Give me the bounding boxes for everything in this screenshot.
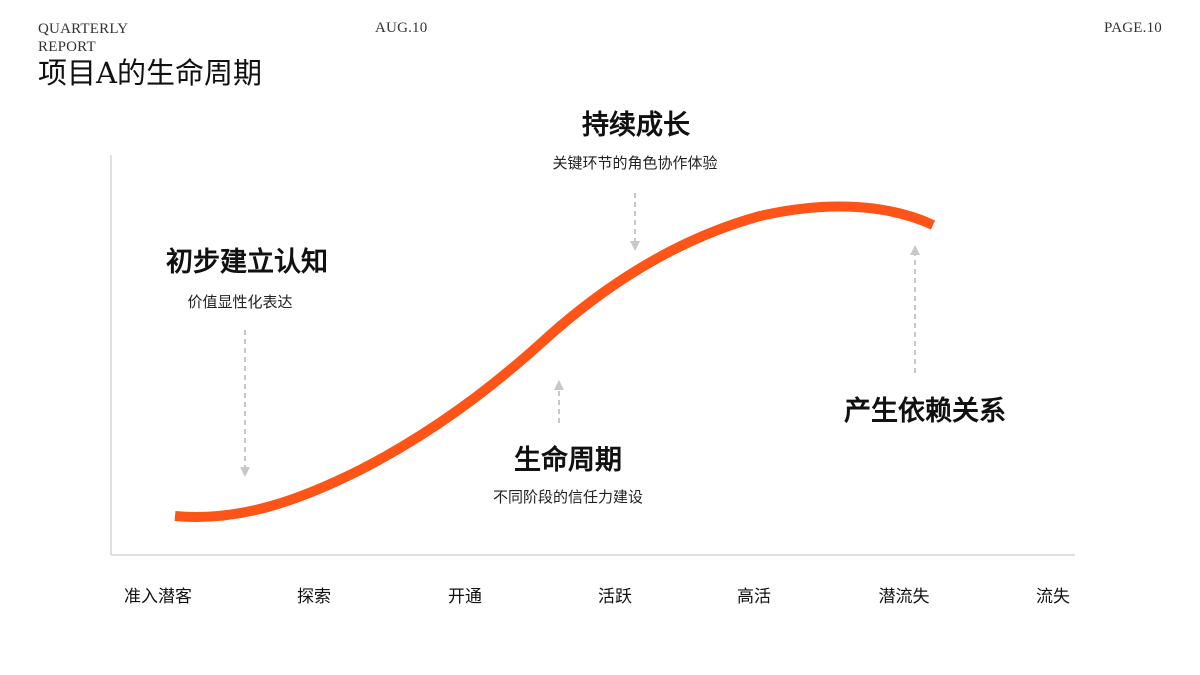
page-title: 项目A的生命周期 xyxy=(38,56,262,90)
stage-label: 活跃 xyxy=(598,587,632,607)
stage-label: 流失 xyxy=(1036,587,1070,607)
stage-label: 潜流失 xyxy=(878,587,930,607)
lifecycle-curve xyxy=(174,201,936,522)
annotation-title-continuous-growth: 持续成长 xyxy=(582,110,690,141)
stage-label: 探索 xyxy=(297,587,331,607)
page-number: PAGE.10 xyxy=(1104,20,1162,36)
annotation-subtitle-lifecycle: 不同阶段的信任力建设 xyxy=(492,488,644,506)
stage-label: 准入潜客 xyxy=(124,587,192,607)
stage-label: 高活 xyxy=(737,587,771,607)
annotation-subtitle-continuous-growth: 关键环节的角色协作体验 xyxy=(552,154,718,172)
report-label: QUARTERLY REPORT xyxy=(38,21,128,55)
stage-label: 开通 xyxy=(448,587,482,607)
annotation-title-dependency: 产生依赖关系 xyxy=(844,396,1006,427)
annotation-title-initial-awareness: 初步建立认知 xyxy=(166,247,328,278)
annotation-title-lifecycle: 生命周期 xyxy=(514,445,622,476)
report-date: AUG.10 xyxy=(375,20,428,36)
annotation-subtitle-initial-awareness: 价值显性化表达 xyxy=(187,293,293,311)
